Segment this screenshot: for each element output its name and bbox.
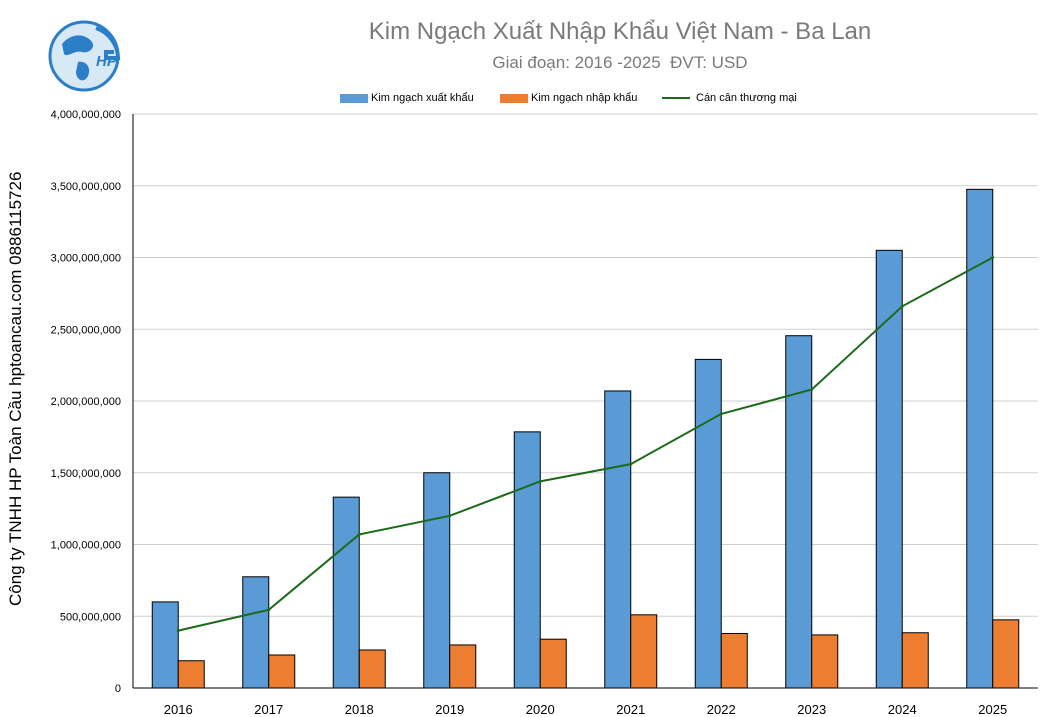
bar-import xyxy=(539,638,567,689)
x-tick-label: 2022 xyxy=(707,702,736,717)
balance-point xyxy=(448,514,452,518)
bar-export xyxy=(604,390,632,689)
bar-export xyxy=(875,249,903,689)
bar-import xyxy=(630,614,658,689)
x-tick-label: 2021 xyxy=(616,702,645,717)
legend-item-export: Kim ngạch xuất khẩu xyxy=(340,92,474,104)
x-tick-label: 2020 xyxy=(526,702,555,717)
bar-import xyxy=(449,644,477,689)
balance-point xyxy=(267,608,271,612)
x-tick-label: 2024 xyxy=(888,702,917,717)
balance-point xyxy=(810,388,814,392)
y-tick-label: 1,000,000,000 xyxy=(51,540,121,552)
y-tick-label: 2,000,000,000 xyxy=(51,396,121,408)
logo-text: HP xyxy=(96,53,118,70)
legend-label-import: Kim ngạch nhập khẩu xyxy=(531,92,638,104)
y-tick-label: 3,500,000,000 xyxy=(51,181,121,193)
bar-import xyxy=(992,619,1020,689)
company-logo: HP xyxy=(48,20,121,92)
legend-item-import: Kim ngạch nhập khẩu xyxy=(500,92,637,104)
y-tick-label: 500,000,000 xyxy=(60,611,121,623)
bar-import xyxy=(358,649,386,689)
balance-point xyxy=(719,412,723,416)
legend-swatch-export xyxy=(340,93,368,103)
x-tick-label: 2016 xyxy=(164,702,193,717)
legend: Kim ngạch xuất khẩu Kim ngạch nhập khẩu … xyxy=(300,92,860,108)
legend-label-balance: Cán cân thương mại xyxy=(696,92,797,104)
x-tick-label: 2017 xyxy=(254,702,283,717)
chart-subtitle: Giai đoạn: 2016 -2025 ĐVT: USD xyxy=(492,53,748,72)
balance-line xyxy=(178,256,994,632)
x-tick-label: 2018 xyxy=(345,702,374,717)
y-tick-label: 2,500,000,000 xyxy=(51,324,121,336)
balance-point xyxy=(629,462,633,466)
bar-import xyxy=(268,654,296,689)
balance-point xyxy=(991,256,995,259)
y-tick-label: 0 xyxy=(115,683,121,695)
y-tick-label: 4,000,000,000 xyxy=(51,109,121,121)
y-tick-label: 3,000,000,000 xyxy=(51,253,121,265)
x-tick-label: 2023 xyxy=(797,702,826,717)
bar-export xyxy=(332,496,360,689)
bar-export xyxy=(785,335,813,689)
bar-import xyxy=(901,632,929,689)
bar-import xyxy=(720,632,748,689)
balance-point xyxy=(176,629,180,633)
legend-item-balance: Cán cân thương mại xyxy=(662,92,797,104)
bar-import xyxy=(811,634,839,689)
bar-export xyxy=(242,576,270,689)
bar-export xyxy=(423,472,451,689)
legend-label-export: Kim ngạch xuất khẩu xyxy=(371,92,474,104)
chart-title: Kim Ngạch Xuất Nhập Khẩu Việt Nam - Ba L… xyxy=(368,18,872,45)
bar-import xyxy=(177,660,205,689)
bar-export xyxy=(966,188,994,689)
legend-swatch-import xyxy=(500,93,528,103)
balance-point xyxy=(538,479,542,483)
x-tick-label: 2025 xyxy=(978,702,1007,717)
legend-swatch-balance xyxy=(662,97,690,99)
balance-point xyxy=(357,532,361,536)
bar-export xyxy=(513,431,541,689)
balance-point xyxy=(900,304,904,308)
x-tick-label: 2019 xyxy=(435,702,464,717)
y-tick-label: 1,500,000,000 xyxy=(51,468,121,480)
bar-export xyxy=(151,601,179,689)
bar-export xyxy=(694,358,722,689)
